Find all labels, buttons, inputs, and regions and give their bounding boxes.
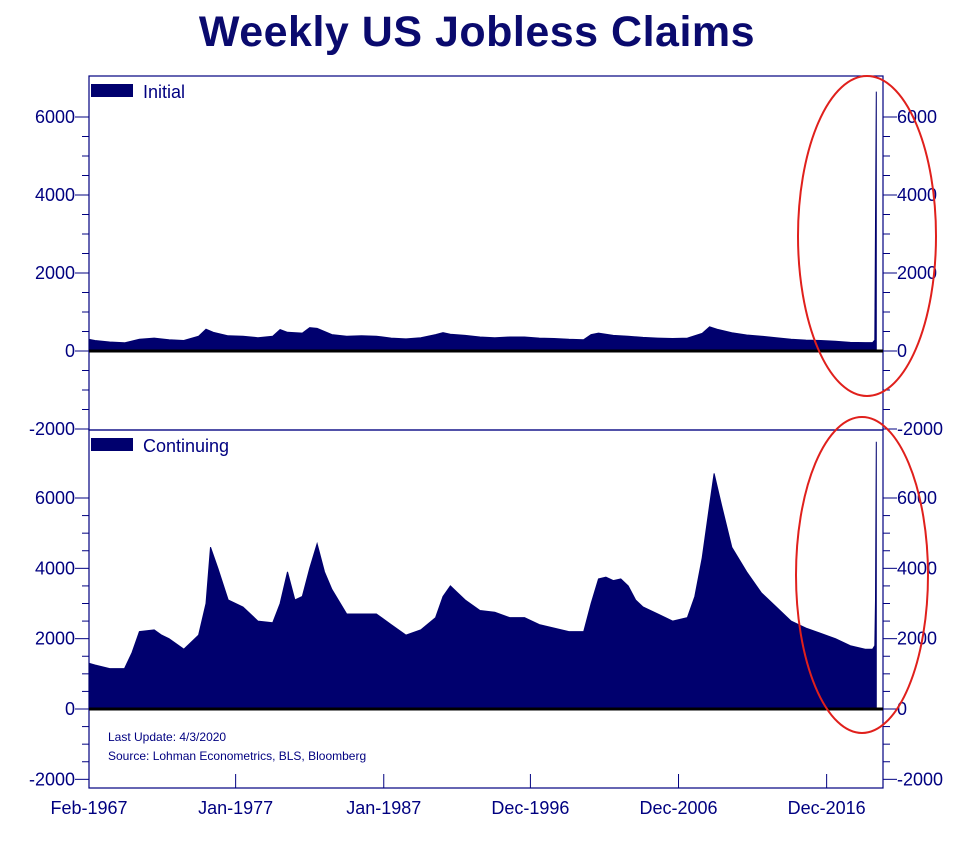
panel-initial: -2000 -2000 0 0 2000 2000 4000 4000 6000 6000 Init… <box>29 75 943 439</box>
x-tick-label: Jan-1987 <box>346 798 421 818</box>
plot-frame <box>88 429 884 789</box>
y-tick-label-left: 6000 <box>35 107 75 127</box>
x-tick-label: Dec-1996 <box>491 798 569 818</box>
y-tick-label-left: -2000 <box>29 769 75 789</box>
y-tick-label-right: -2000 <box>897 769 943 789</box>
y-tick-label-right: -2000 <box>897 419 943 439</box>
y-tick-label-right: 2000 <box>897 629 937 649</box>
y-tick-label-left: 4000 <box>35 185 75 205</box>
x-tick-label: Jan-1977 <box>198 798 273 818</box>
y-tick-label-left: 4000 <box>35 558 75 578</box>
y-tick-label-left: 2000 <box>35 629 75 649</box>
y-tick-label-right: 4000 <box>897 185 937 205</box>
y-tick-label-right: 4000 <box>897 558 937 578</box>
x-tick-label: Dec-2006 <box>639 798 717 818</box>
y-tick-label-left: 6000 <box>35 488 75 508</box>
y-tick-label-right: 2000 <box>897 263 937 283</box>
legend-label-initial: Initial <box>143 82 185 102</box>
y-tick-label-right: 6000 <box>897 488 937 508</box>
y-tick-label-left: 2000 <box>35 263 75 283</box>
legend-label-continuing: Continuing <box>143 436 229 456</box>
chart-title: Weekly US Jobless Claims <box>198 8 756 56</box>
y-tick-label-right: 6000 <box>897 107 937 127</box>
y-tick-label-right: 0 <box>897 341 907 361</box>
series-area-initial <box>88 91 877 352</box>
highlight-ellipse-initial <box>797 75 937 397</box>
source-note: Source: Lohman Econometrics, BLS, Bloomb… <box>108 749 366 763</box>
y-tick-label-left: -2000 <box>29 419 75 439</box>
last-update-note: Last Update: 4/3/2020 <box>108 730 226 744</box>
legend-swatch <box>91 84 133 97</box>
series-area-continuing <box>88 441 877 710</box>
y-tick-label-left: 0 <box>65 341 75 361</box>
legend-swatch <box>91 438 133 451</box>
x-tick-label: Feb-1967 <box>50 798 127 818</box>
y-tick-label-left: 0 <box>65 699 75 719</box>
x-tick-label: Dec-2016 <box>788 798 866 818</box>
y-tick-label-right: 0 <box>897 699 907 719</box>
plot-frame <box>88 75 884 431</box>
highlight-ellipse-continuing <box>795 416 929 734</box>
